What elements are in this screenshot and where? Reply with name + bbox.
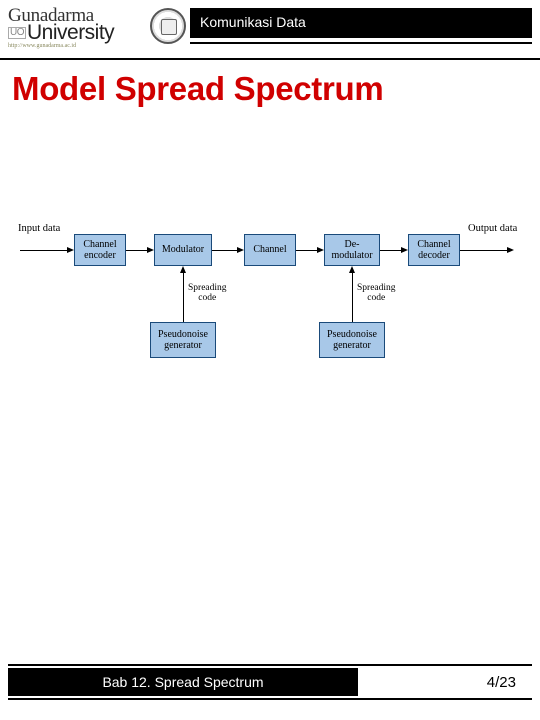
university-seal-icon	[150, 8, 186, 44]
flow-arrow	[380, 250, 402, 251]
flow-arrow	[296, 250, 318, 251]
arrow-head-icon	[317, 247, 324, 253]
arrow-head-icon	[507, 247, 514, 253]
node-enc: Channelencoder	[74, 234, 126, 266]
arrow-head-icon	[349, 266, 355, 273]
node-mod: Modulator	[154, 234, 212, 266]
input-data-label: Input data	[18, 223, 60, 234]
arrow-head-icon	[180, 266, 186, 273]
node-chan: Channel	[244, 234, 296, 266]
flow-arrow	[183, 272, 184, 322]
node-pn2: Pseudonoisegenerator	[319, 322, 385, 358]
node-pn1: Pseudonoisegenerator	[150, 322, 216, 358]
logo-line-2: UOUniversity	[8, 22, 173, 43]
course-title-bar: Komunikasi Data	[190, 8, 532, 38]
header-underline	[190, 42, 532, 44]
flow-arrow	[20, 250, 68, 251]
footer-page-number: 4/23	[358, 668, 532, 696]
flow-arrow	[352, 272, 353, 322]
arrow-head-icon	[237, 247, 244, 253]
spread-spectrum-diagram: Input data Output data Spreadingcode Spread…	[0, 210, 540, 410]
footer-top-rule	[8, 664, 532, 666]
footer-bottom-rule	[8, 698, 532, 700]
slide-title: Model Spread Spectrum	[0, 60, 540, 108]
flow-arrow	[212, 250, 238, 251]
arrow-head-icon	[147, 247, 154, 253]
spreading-code-label: Spreadingcode	[188, 284, 227, 303]
slide-header: Gunadarma UOUniversity http://www.gunada…	[0, 0, 540, 60]
flow-arrow	[460, 250, 508, 251]
spreading-code-label: Spreadingcode	[357, 284, 396, 303]
footer-chapter: Bab 12. Spread Spectrum	[8, 668, 358, 696]
output-data-label: Output data	[468, 223, 517, 234]
logo-uo-badge: UO	[8, 27, 26, 39]
slide-footer: Bab 12. Spread Spectrum 4/23	[8, 664, 532, 704]
arrow-head-icon	[401, 247, 408, 253]
logo-line-2-text: University	[27, 21, 114, 44]
university-logo: Gunadarma UOUniversity http://www.gunada…	[8, 6, 173, 52]
node-demod: De-modulator	[324, 234, 380, 266]
arrow-head-icon	[67, 247, 74, 253]
node-dec: Channeldecoder	[408, 234, 460, 266]
flow-arrow	[126, 250, 148, 251]
